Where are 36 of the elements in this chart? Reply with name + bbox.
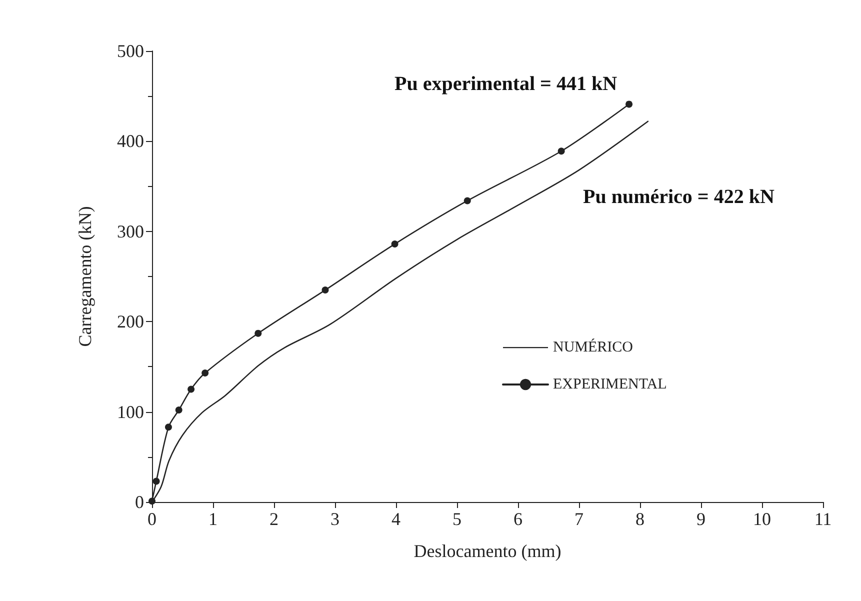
point [188,386,195,393]
x-tick-label: 2 [270,509,278,529]
x-tick-label: 8 [636,509,644,529]
x-tick-label: 10 [753,509,771,529]
x-axis-title: Deslocamento (mm) [414,541,562,561]
point [148,498,156,505]
x-tick-label: 7 [574,509,584,529]
x-tick-label: 4 [392,509,400,529]
annotation: Pu experimental = 441 kN [394,73,618,96]
point [254,330,262,337]
y-tick-label: 200 [117,312,144,332]
point [391,240,398,248]
x-tick-label: 11 [814,509,832,529]
y-axis-title: Carregamento (kN) [75,206,95,347]
point [164,424,172,431]
annotation: Pu numérico = 422 kN [583,186,775,208]
x-tick-label: 5 [452,509,462,529]
x-tick-label: 0 [148,509,156,529]
y-tick-label: 500 [117,41,144,61]
x-tick-label: 9 [696,509,706,529]
legend-label: NUMÉRICO [553,338,634,356]
x-tick-label: 6 [514,509,522,529]
point [202,370,209,377]
y-tick-label: 400 [117,131,144,152]
y-tick-label: 300 [117,221,144,242]
point [626,100,633,108]
point [558,148,565,155]
legend-label: EXPERIMENTAL [553,376,667,392]
x-tick-label: 3 [330,509,340,529]
point [175,406,182,414]
point [152,478,160,485]
x-tick-label: 1 [208,509,218,529]
y-tick-label: 0 [135,492,144,512]
point [464,197,471,204]
y-tick-label: 100 [117,402,144,422]
point [322,286,329,294]
